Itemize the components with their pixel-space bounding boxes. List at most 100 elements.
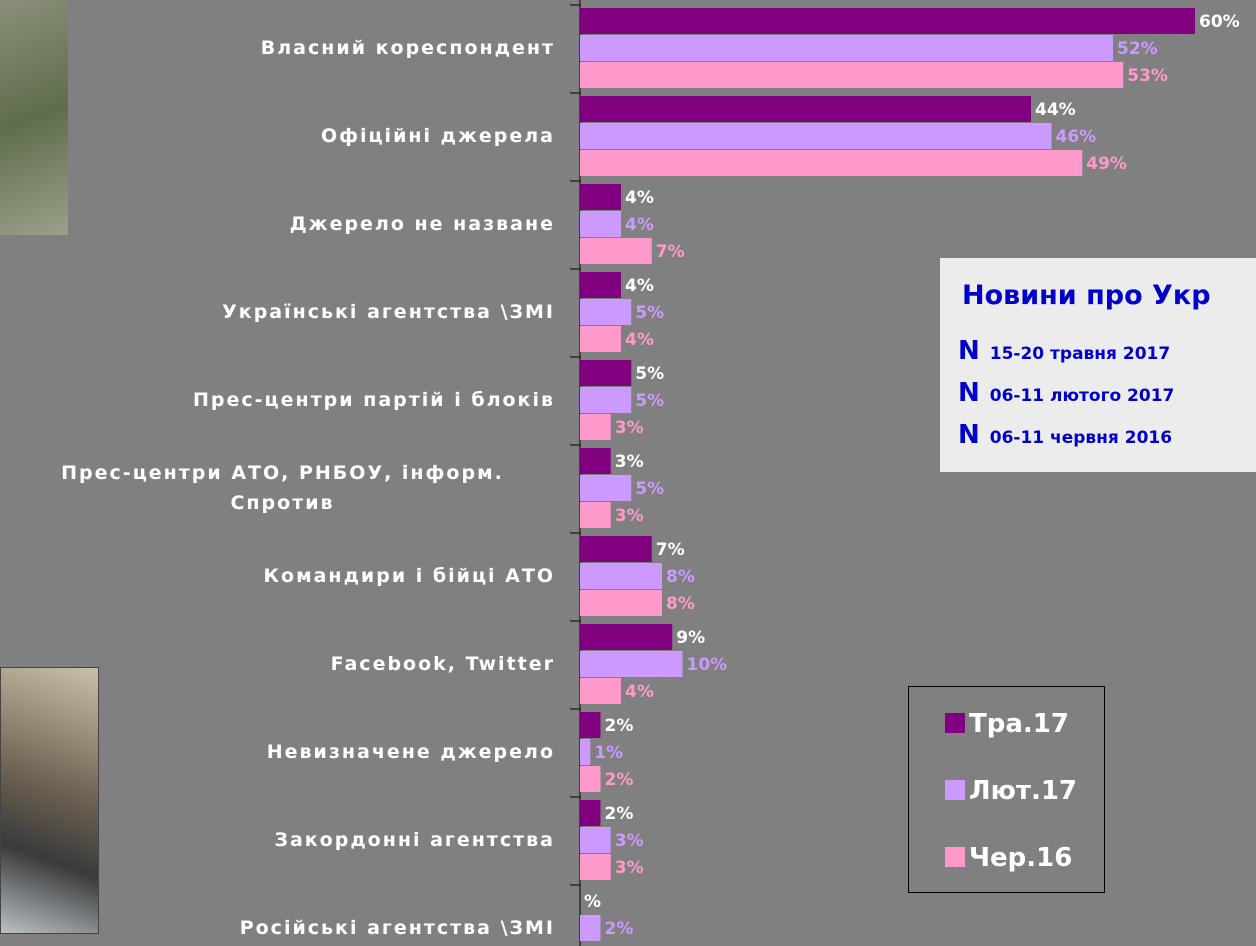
- annotation-text: 15-20 травня 2017: [990, 344, 1170, 364]
- category-label: Російські агентства \ЗМІ: [240, 913, 555, 943]
- annotation-marker: N: [958, 378, 980, 408]
- legend-entry: Лют.17: [945, 776, 1077, 806]
- category-label-box: Командири і бійці АТО: [10, 561, 555, 591]
- bar: [580, 712, 601, 738]
- value-label: 8%: [666, 567, 695, 587]
- value-label: 5%: [635, 479, 664, 499]
- bar: [580, 563, 662, 589]
- value-label: 3%: [615, 418, 644, 438]
- category-label-box: Українські агентства \ЗМІ: [10, 297, 555, 327]
- value-label: 4%: [625, 215, 654, 235]
- legend-label: Чер.16: [969, 843, 1072, 873]
- category-label: Командири і бійці АТО: [264, 561, 556, 591]
- legend-swatch: [945, 713, 965, 733]
- annotation-text: 06-11 лютого 2017: [990, 386, 1175, 406]
- value-label: 3%: [615, 831, 644, 851]
- category-label-box: Прес-центри партій і блоків: [10, 385, 555, 415]
- annotation-row: N 06-11 лютого 2017: [958, 378, 1174, 408]
- value-label: 9%: [676, 628, 705, 648]
- category-label: Прес-центри партій і блоків: [193, 385, 555, 415]
- value-label: 10%: [687, 655, 728, 675]
- category-label: Власний кореспондент: [261, 33, 555, 63]
- bar: [580, 739, 590, 765]
- value-label: 4%: [625, 276, 654, 296]
- category-label-box: Прес-центри АТО, РНБОУ, інформ. Спротив: [10, 458, 555, 518]
- value-label: 5%: [635, 303, 664, 323]
- value-label: 5%: [635, 391, 664, 411]
- bar: [580, 502, 611, 528]
- bar: [580, 590, 662, 616]
- legend-label: Тра.17: [969, 709, 1069, 739]
- category-label-box: Невизначене джерело: [10, 737, 555, 767]
- page: 60%52%53%44%46%49%4%4%7%4%5%4%5%5%3%3%5%…: [0, 0, 1256, 946]
- bar: [580, 123, 1052, 149]
- legend-swatch: [945, 847, 965, 867]
- category-label: Невизначене джерело: [267, 737, 555, 767]
- annotation-title: Новини про Укр: [962, 280, 1211, 311]
- value-label: 60%: [1199, 12, 1240, 32]
- annotation-marker: N: [958, 336, 980, 366]
- category-label-box: Російські агентства \ЗМІ: [10, 913, 555, 943]
- bar: [580, 448, 611, 474]
- value-label: 4%: [625, 682, 654, 702]
- value-label: 52%: [1117, 39, 1158, 59]
- bar: [580, 326, 621, 352]
- legend-entry: Тра.17: [945, 709, 1069, 739]
- category-label: Українські агентства \ЗМІ: [222, 297, 555, 327]
- legend-entry: Чер.16: [945, 843, 1072, 873]
- bar: [580, 475, 631, 501]
- category-label: Офіційні джерела: [321, 121, 555, 151]
- value-label: 3%: [615, 452, 644, 472]
- bar: [580, 211, 621, 237]
- value-label: %: [584, 892, 601, 912]
- value-label: 44%: [1035, 100, 1076, 120]
- bar: [580, 766, 601, 792]
- annotation-row: N 15-20 травня 2017: [958, 336, 1170, 366]
- category-label: Прес-центри АТО, РНБОУ, інформ. Спротив: [10, 458, 555, 518]
- bar: [580, 915, 601, 941]
- bar: [580, 96, 1031, 122]
- value-label: 4%: [625, 330, 654, 350]
- category-label-box: Facebook, Twitter: [10, 649, 555, 679]
- bar: [580, 8, 1195, 34]
- bar: [580, 678, 621, 704]
- category-label-box: Офіційні джерела: [10, 121, 555, 151]
- bar: [580, 35, 1113, 61]
- bar: [580, 800, 601, 826]
- legend-swatch: [945, 780, 965, 800]
- value-label: 1%: [594, 743, 623, 763]
- bar: [580, 360, 631, 386]
- bar: [580, 827, 611, 853]
- category-label: Закордонні агентства: [274, 825, 555, 855]
- value-label: 2%: [605, 804, 634, 824]
- bar: [580, 536, 652, 562]
- bar: [580, 854, 611, 880]
- bar: [580, 62, 1123, 88]
- value-label: 46%: [1056, 127, 1097, 147]
- legend-label: Лют.17: [969, 776, 1077, 806]
- bar: [580, 272, 621, 298]
- value-label: 8%: [666, 594, 695, 614]
- category-label: Джерело не назване: [290, 209, 555, 239]
- value-label: 7%: [656, 242, 685, 262]
- annotation-marker: N: [958, 420, 980, 450]
- value-label: 4%: [625, 188, 654, 208]
- value-label: 3%: [615, 858, 644, 878]
- value-label: 2%: [605, 716, 634, 736]
- bar: [580, 387, 631, 413]
- value-label: 2%: [605, 770, 634, 790]
- category-label-box: Власний кореспондент: [10, 33, 555, 63]
- bar: [580, 150, 1082, 176]
- category-label-box: Закордонні агентства: [10, 825, 555, 855]
- bar: [580, 414, 611, 440]
- category-label: Facebook, Twitter: [331, 649, 555, 679]
- value-label: 3%: [615, 506, 644, 526]
- value-label: 5%: [635, 364, 664, 384]
- bar: [580, 624, 672, 650]
- value-label: 49%: [1086, 154, 1127, 174]
- value-label: 53%: [1127, 66, 1168, 86]
- bar: [580, 184, 621, 210]
- legend: Тра.17 Лют.17 Чер.16: [908, 686, 1105, 893]
